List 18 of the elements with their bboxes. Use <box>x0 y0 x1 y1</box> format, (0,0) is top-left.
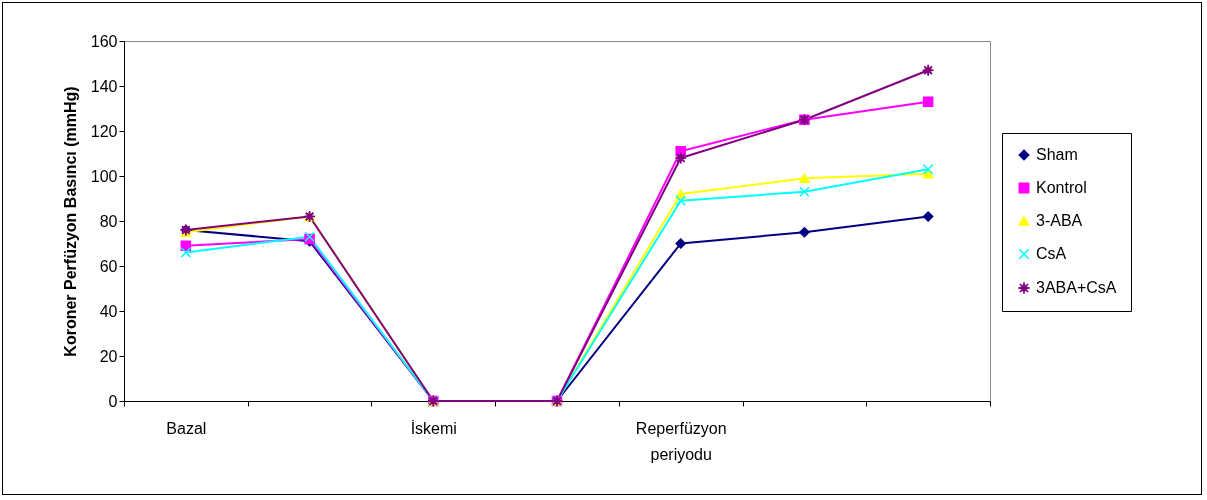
x-tick-label: Reperfüzyon periyodu <box>635 419 727 463</box>
y-tick-label: 140 <box>90 77 118 95</box>
x-tick-label: İskemi <box>410 418 457 437</box>
y-tick-label: 80 <box>99 212 118 230</box>
y-tick-label: 160 <box>90 32 118 50</box>
y-tick-label: 40 <box>99 302 118 320</box>
legend-label: 3-ABA <box>1036 212 1083 229</box>
y-axis-title: Koroner Perfüzyon Basıncı (mmHg) <box>61 86 79 357</box>
y-tick-label: 120 <box>90 122 118 140</box>
y-tick-label: 100 <box>90 167 118 185</box>
y-tick-label: 20 <box>99 347 118 365</box>
y-tick-label: 60 <box>99 257 118 275</box>
legend-label: 3ABA+CsA <box>1036 279 1117 296</box>
legend-label: Kontrol <box>1036 179 1087 196</box>
x-tick-label: Bazal <box>166 419 207 437</box>
legend-label: CsA <box>1036 245 1067 262</box>
legend-label: Sham <box>1036 146 1078 163</box>
y-tick-label: 0 <box>108 392 118 410</box>
